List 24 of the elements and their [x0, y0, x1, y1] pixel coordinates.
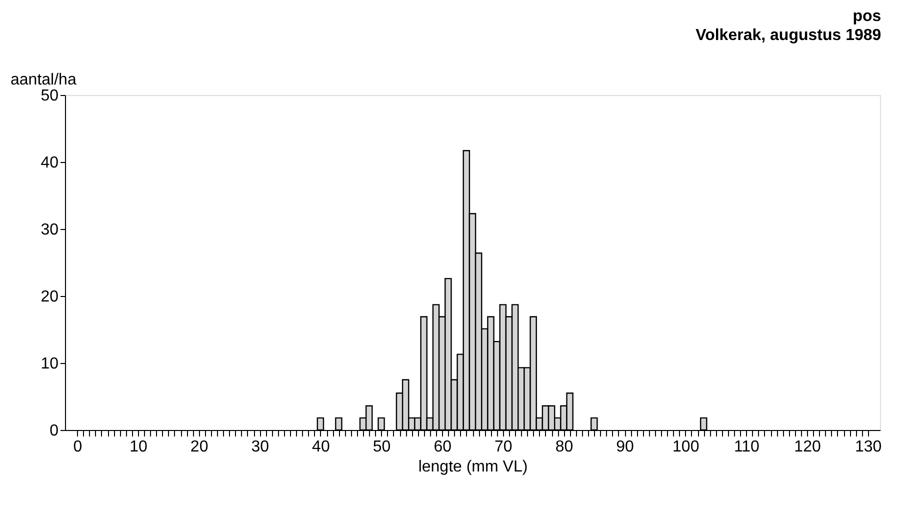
- y-axis-title: aantal/ha: [10, 72, 76, 88]
- x-tick-label: 80: [555, 438, 574, 456]
- x-tick-label: 50: [372, 438, 391, 456]
- x-tick-label: 0: [73, 438, 82, 456]
- chart-subtitle: Volkerak, augustus 1989: [696, 27, 882, 44]
- y-tick-label: 0: [50, 422, 59, 440]
- x-tick-label: 40: [312, 438, 330, 456]
- chart-title: pos: [852, 8, 882, 25]
- x-tick-label: 60: [434, 438, 452, 456]
- x-tick-label: 10: [130, 438, 148, 456]
- x-tick-label: 120: [794, 438, 821, 456]
- y-tick-label: 30: [40, 222, 59, 238]
- x-tick-label: 100: [672, 438, 700, 456]
- x-tick-label: 20: [190, 438, 208, 456]
- x-tick-label: 110: [734, 438, 760, 456]
- y-tick-label: 50: [40, 88, 59, 104]
- x-tick-label: 70: [494, 438, 512, 456]
- x-tick-label: 30: [251, 438, 270, 456]
- y-tick-label: 20: [40, 288, 59, 306]
- y-tick-label: 10: [40, 356, 59, 372]
- x-axis-title: lengte (mm VL): [418, 458, 528, 476]
- x-tick-label: 130: [854, 438, 882, 456]
- x-tick-label: 90: [616, 438, 634, 456]
- y-tick-label: 40: [40, 154, 59, 172]
